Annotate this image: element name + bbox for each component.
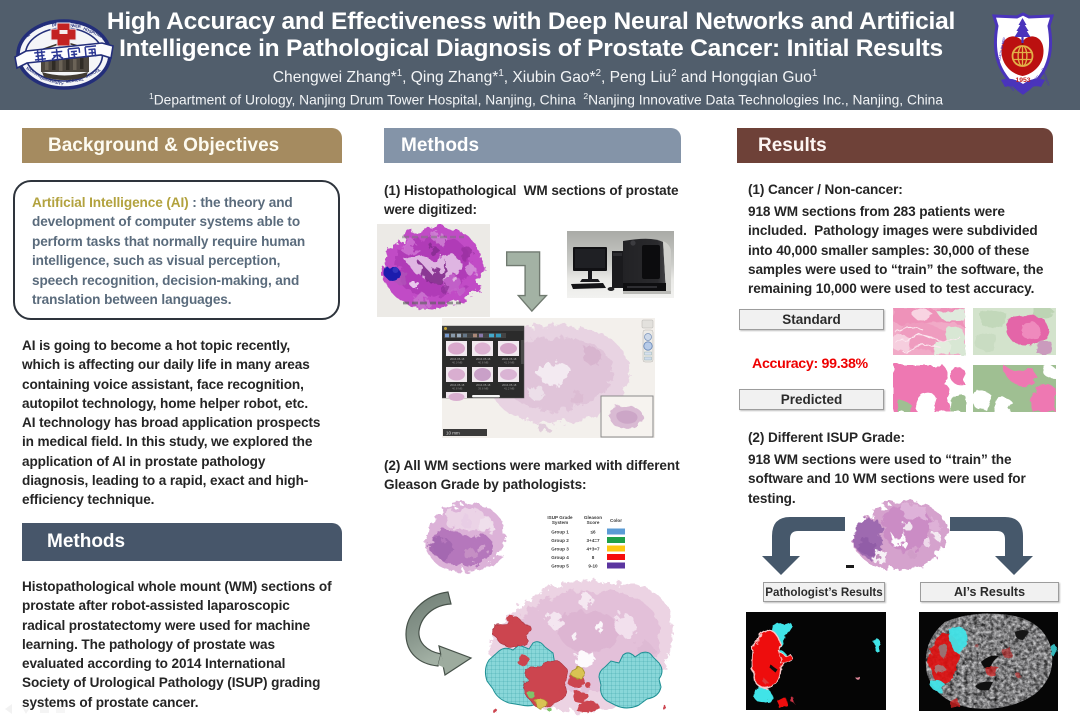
svg-text:Group 2: Group 2 — [551, 538, 569, 543]
svg-text:MEDICAL: MEDICAL — [65, 76, 84, 84]
svg-text:≤6: ≤6 — [590, 530, 596, 535]
svg-text:Group 5: Group 5 — [551, 564, 569, 569]
svg-text:40.0 MB: 40.0 MB — [452, 361, 463, 365]
svg-text:41.9 MB: 41.9 MB — [504, 361, 515, 365]
svg-text:2016-05-18: 2016-05-18 — [502, 357, 517, 361]
svg-text:Group 3: Group 3 — [551, 547, 569, 552]
svg-text:8: 8 — [592, 555, 595, 560]
svg-text:Group 4: Group 4 — [551, 555, 569, 560]
svg-text:THE: THE — [22, 32, 32, 41]
svg-text:ISUP Grade: ISUP Grade — [547, 515, 573, 520]
svg-text:2016-05-18: 2016-05-18 — [476, 383, 491, 387]
svg-text:FACULTY OF MED: FACULTY OF MED — [997, 36, 1007, 64]
svg-text:System: System — [552, 520, 568, 525]
svg-text:3+4=7: 3+4=7 — [586, 538, 599, 543]
svg-text:9-10: 9-10 — [588, 564, 598, 569]
svg-text:Group 1: Group 1 — [551, 530, 569, 535]
svg-text:1953: 1953 — [1015, 77, 1030, 84]
svg-text:2016-05-18: 2016-05-18 — [450, 383, 465, 387]
svg-text:UNIVERSITY: UNIVERSITY — [40, 75, 65, 87]
svg-text:OF: OF — [101, 36, 109, 44]
svg-text:10 mm: 10 mm — [446, 431, 460, 436]
svg-text:2016-05-18: 2016-05-18 — [476, 357, 491, 361]
svg-text:TOWER: TOWER — [66, 22, 81, 29]
svg-text:40.8 MB: 40.8 MB — [452, 387, 463, 391]
svg-text:41.2 MB: 41.2 MB — [504, 387, 515, 391]
svg-text:39.6 MB: 39.6 MB — [478, 387, 489, 391]
svg-text:Color: Color — [610, 518, 622, 523]
svg-text:2016-05-18: 2016-05-18 — [450, 357, 465, 361]
svg-text:UNIVERSITY: UNIVERSITY — [1040, 68, 1050, 88]
svg-text:2016-05-18: 2016-05-18 — [502, 383, 517, 387]
svg-text:Score: Score — [587, 520, 600, 525]
svg-text:40.6 MB: 40.6 MB — [478, 361, 489, 365]
svg-text:4+3=7: 4+3=7 — [586, 547, 599, 552]
svg-text:Gleason: Gleason — [584, 515, 602, 520]
